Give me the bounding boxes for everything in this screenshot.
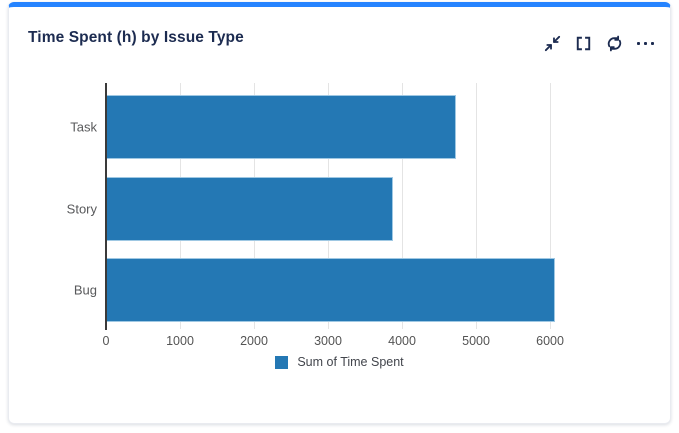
collapse-button[interactable] xyxy=(543,34,561,52)
legend-label: Sum of Time Spent xyxy=(297,355,404,369)
x-axis-tick-label: 5000 xyxy=(462,334,490,348)
fullscreen-button[interactable] xyxy=(574,34,592,52)
more-options-button[interactable] xyxy=(636,34,654,52)
gridline xyxy=(402,83,404,329)
refresh-icon xyxy=(606,35,623,52)
ellipsis-icon xyxy=(636,41,654,45)
plot-area: Sum of Time Spent 0 1000 2000 3000 4000 5000 6… xyxy=(67,83,573,369)
bar-story[interactable] xyxy=(106,177,394,241)
category-label-task: Task xyxy=(70,119,97,135)
gadget-card: Time Spent (h) by Issue Type xyxy=(8,2,671,424)
x-axis-tick-label: 1000 xyxy=(166,334,194,348)
x-axis-tick-label: 6000 xyxy=(536,334,564,348)
category-label-bug: Bug xyxy=(73,282,97,298)
gridline xyxy=(476,83,478,329)
x-axis-tick-label: 4000 xyxy=(388,334,416,348)
chart-legend[interactable]: Sum of Time Spent xyxy=(106,355,573,369)
collapse-arrows-icon xyxy=(544,35,561,52)
bar-bug[interactable] xyxy=(106,258,556,322)
x-axis-tick-label: 2000 xyxy=(240,334,268,348)
bar-task[interactable] xyxy=(106,95,457,159)
gadget-toolbar xyxy=(543,34,654,52)
fullscreen-brackets-icon xyxy=(575,35,592,52)
gridline xyxy=(550,83,552,329)
y-axis-line xyxy=(105,83,107,330)
legend-marker xyxy=(275,355,289,369)
refresh-button[interactable] xyxy=(605,34,623,52)
category-label-story: Story xyxy=(66,201,97,217)
gadget-title: Time Spent (h) by Issue Type xyxy=(28,29,244,46)
x-axis-tick-label: 3000 xyxy=(314,334,342,348)
x-axis-tick-label: 0 xyxy=(102,334,110,348)
